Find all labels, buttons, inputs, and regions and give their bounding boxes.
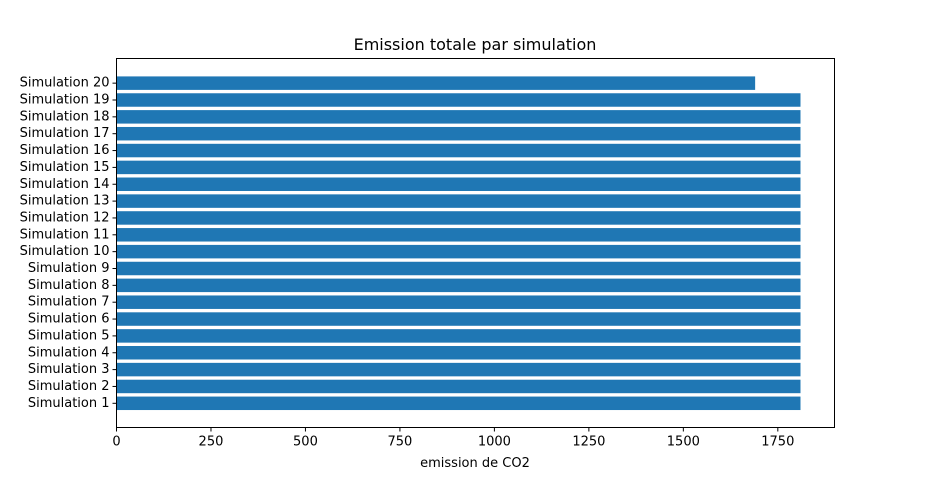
chart-title: Emission totale par simulation (354, 35, 597, 54)
bar (116, 346, 801, 360)
y-tick-label: Simulation 17 (20, 126, 110, 141)
y-tick-label: Simulation 20 (20, 76, 110, 91)
x-tick-label: 250 (199, 435, 224, 450)
x-tick-label: 0 (112, 435, 120, 450)
y-tick-label: Simulation 11 (20, 227, 110, 242)
bar (116, 244, 801, 259)
bars-group (116, 76, 801, 411)
y-tick-label: Simulation 2 (28, 379, 110, 394)
y-tick-label: Simulation 14 (20, 177, 110, 192)
bar (116, 261, 801, 276)
y-tick-label: Simulation 16 (20, 143, 110, 158)
plot-frame (116, 58, 835, 428)
bar (116, 362, 801, 377)
y-axis-ticks: Simulation 1 Simulation 2 Simulation 3 Simu… (20, 76, 117, 411)
bar (116, 211, 801, 225)
bar (116, 194, 801, 208)
y-tick-label: Simulation 18 (20, 109, 110, 124)
y-tick-label: Simulation 1 (28, 396, 110, 411)
bar (116, 295, 801, 309)
bar (116, 396, 801, 411)
bar (116, 76, 756, 90)
y-tick-label: Simulation 15 (20, 160, 110, 175)
bar (116, 110, 801, 124)
bar (116, 312, 801, 326)
y-tick-label: Simulation 5 (28, 328, 110, 343)
y-tick-label: Simulation 13 (20, 194, 110, 209)
x-tick-label: 1000 (478, 435, 511, 450)
bar (116, 329, 801, 343)
x-tick-label: 500 (293, 435, 318, 450)
y-tick-label: Simulation 7 (28, 295, 110, 310)
y-tick-label: Simulation 4 (28, 345, 110, 360)
x-axis-label: emission de CO2 (420, 456, 530, 471)
y-tick-label: Simulation 6 (28, 312, 110, 327)
bar (116, 143, 801, 158)
bar (116, 278, 801, 293)
x-tick-label: 1500 (667, 435, 700, 450)
x-tick-label: 750 (388, 435, 413, 450)
y-tick-label: Simulation 19 (20, 93, 110, 108)
bar (116, 379, 801, 394)
y-tick-label: Simulation 10 (20, 244, 110, 259)
y-tick-label: Simulation 9 (28, 261, 110, 276)
y-tick-label: Simulation 8 (28, 278, 110, 293)
x-axis-ticks: 0 250 500 750 1000 1250 1500 1750 (112, 427, 794, 450)
y-tick-label: Simulation 3 (28, 362, 110, 377)
x-tick-label: 1750 (761, 435, 794, 450)
bar (116, 228, 801, 242)
bar (116, 160, 801, 175)
bar (116, 93, 801, 107)
bar (116, 126, 801, 141)
bar (116, 177, 801, 191)
x-tick-label: 1250 (572, 435, 605, 450)
y-tick-label: Simulation 12 (20, 210, 110, 225)
